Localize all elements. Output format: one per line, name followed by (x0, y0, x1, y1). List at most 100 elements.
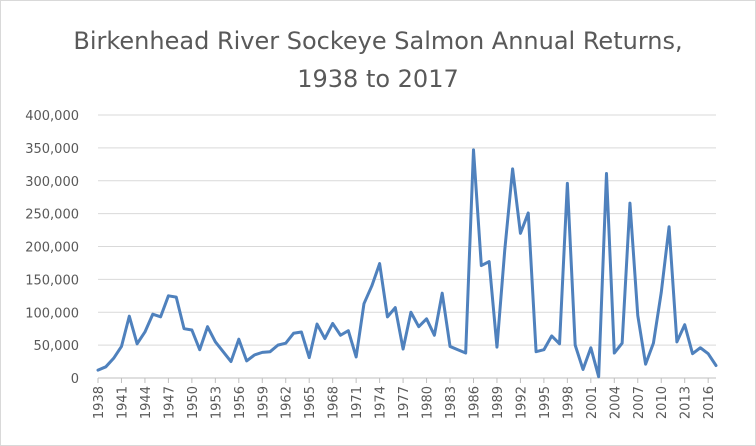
data-point (550, 334, 553, 337)
data-point (292, 332, 295, 335)
data-point (488, 260, 491, 263)
data-point (535, 350, 538, 353)
x-tick-label: 1962 (280, 386, 295, 419)
data-point (394, 306, 397, 309)
data-point (104, 365, 107, 368)
data-point (715, 364, 718, 367)
x-tick-label: 1977 (397, 386, 412, 419)
data-point (402, 348, 405, 351)
x-tick-label: 1989 (491, 386, 506, 419)
y-tick-label: 200,000 (25, 241, 79, 256)
data-point (652, 342, 655, 345)
x-tick-label: 1968 (327, 386, 342, 419)
x-tick-label: 1938 (92, 386, 107, 419)
data-point (480, 264, 483, 267)
data-point (456, 348, 459, 351)
data-point (284, 342, 287, 345)
data-point (229, 360, 232, 363)
x-tick-label: 2013 (679, 386, 694, 419)
data-point (558, 342, 561, 345)
data-point (316, 323, 319, 326)
data-point (417, 325, 420, 328)
data-point (97, 369, 100, 372)
data-point (574, 344, 577, 347)
y-tick-label: 150,000 (25, 273, 79, 288)
data-point (308, 356, 311, 359)
x-tick-label: 1965 (303, 386, 318, 419)
x-tick-label: 1971 (350, 386, 365, 419)
data-point (331, 322, 334, 325)
data-point (597, 375, 600, 378)
data-point (206, 325, 209, 328)
data-point (433, 334, 436, 337)
data-point (143, 330, 146, 333)
data-point (198, 348, 201, 351)
data-point (323, 337, 326, 340)
x-tick-label: 2016 (702, 386, 717, 419)
series-line (96, 148, 718, 379)
data-point (112, 357, 115, 360)
data-point (503, 248, 506, 251)
data-point (613, 352, 616, 355)
data-point (582, 368, 585, 371)
data-point (519, 232, 522, 235)
x-tick-label: 2007 (632, 386, 647, 419)
data-point (183, 327, 186, 330)
chart-title: Birkenhead River Sockeye Salmon Annual R… (0, 22, 756, 98)
data-point (253, 353, 256, 356)
data-point (449, 345, 452, 348)
x-tick-label: 2010 (655, 386, 670, 419)
data-point (167, 294, 170, 297)
data-point (120, 345, 123, 348)
y-tick-label: 100,000 (25, 306, 79, 321)
data-point (621, 342, 624, 345)
data-point (245, 359, 248, 362)
data-point (675, 340, 678, 343)
x-tick-label: 1953 (209, 386, 224, 419)
data-point (222, 350, 225, 353)
data-point (589, 346, 592, 349)
data-point (636, 314, 639, 317)
data-point (409, 311, 412, 314)
data-point (495, 346, 498, 349)
data-point (441, 292, 444, 295)
data-point (190, 329, 193, 332)
data-point (542, 348, 545, 351)
data-point (628, 202, 631, 205)
x-tick-label: 1995 (538, 386, 553, 419)
y-tick-label: 400,000 (25, 109, 79, 124)
data-point (386, 315, 389, 318)
data-point (269, 350, 272, 353)
data-point (136, 342, 139, 345)
data-point (300, 330, 303, 333)
x-tick-label: 1998 (561, 386, 576, 419)
data-point (370, 284, 373, 287)
x-tick-label: 1959 (256, 386, 271, 419)
data-point (691, 352, 694, 355)
data-point (707, 352, 710, 355)
data-point (511, 167, 514, 170)
data-point (261, 351, 264, 354)
data-point (566, 182, 569, 185)
y-tick-label: 0 (71, 372, 79, 387)
y-tick-label: 300,000 (25, 175, 79, 190)
x-tick-label: 1944 (139, 386, 154, 419)
data-point (644, 363, 647, 366)
data-point (605, 172, 608, 175)
x-tick-label: 2001 (585, 386, 600, 419)
data-point (355, 355, 358, 358)
x-tick-label: 1956 (233, 386, 248, 419)
x-tick-label: 2004 (608, 386, 623, 419)
data-point (159, 315, 162, 318)
y-tick-label: 350,000 (25, 142, 79, 157)
data-point (339, 334, 342, 337)
data-point (378, 262, 381, 265)
data-point (175, 296, 178, 299)
data-point (237, 338, 240, 341)
chart-title-line-1: Birkenhead River Sockeye Salmon Annual R… (73, 27, 683, 55)
x-tick-label: 1983 (444, 386, 459, 419)
x-tick-label: 1980 (421, 386, 436, 419)
data-point (128, 315, 131, 318)
x-tick-label: 1941 (115, 386, 130, 419)
